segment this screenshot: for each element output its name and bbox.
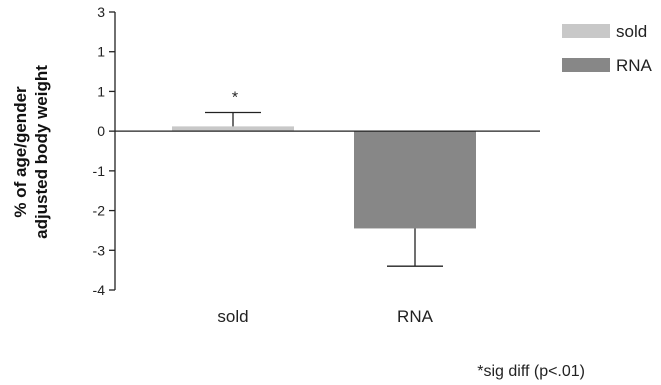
- bar-rna: [354, 131, 476, 229]
- annotations: *: [232, 89, 238, 106]
- y-ticks: 3 1 1 0 -1 -2 -3 -4: [93, 4, 115, 298]
- legend-swatch-rna: [562, 58, 610, 72]
- legend: sold RNA: [562, 22, 653, 75]
- bar-sold: [172, 126, 294, 132]
- x-label-sold: sold: [217, 307, 248, 326]
- y-tick-label: 0: [97, 123, 105, 139]
- x-labels: sold RNA: [217, 307, 433, 326]
- y-tick-label: 1: [97, 83, 105, 99]
- y-tick-label: -3: [93, 242, 106, 258]
- significance-footnote: *sig diff (p<.01): [477, 363, 585, 380]
- error-bars: [205, 111, 443, 267]
- y-tick-label: -2: [93, 203, 106, 219]
- y-tick-label: 3: [97, 4, 105, 20]
- y-tick-label: -4: [93, 282, 106, 298]
- y-axis-title-line-1: % of age/gender: [11, 86, 30, 218]
- legend-label-sold: sold: [616, 22, 647, 41]
- y-tick-label: 1: [97, 44, 105, 60]
- bars: [172, 126, 476, 229]
- x-label-rna: RNA: [397, 307, 434, 326]
- y-axis-title: % of age/gender adjusted body weight: [11, 65, 51, 239]
- legend-swatch-sold: [562, 24, 610, 38]
- y-tick-label: -1: [93, 163, 106, 179]
- legend-label-rna: RNA: [616, 56, 653, 75]
- y-axis-title-line-2: adjusted body weight: [32, 65, 51, 239]
- significance-marker: *: [232, 89, 238, 106]
